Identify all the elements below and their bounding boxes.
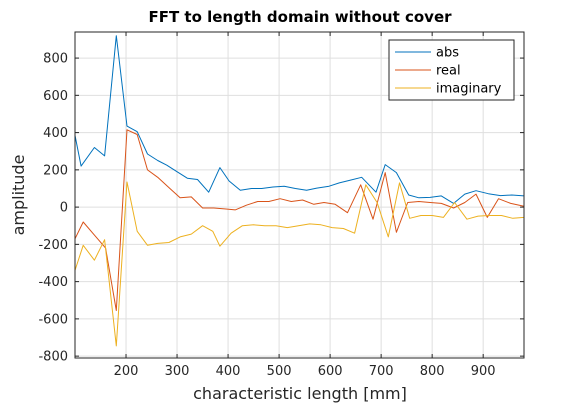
series-line-abs	[74, 35, 525, 204]
y-tick-label: 0	[60, 201, 68, 216]
x-tick-label: 200	[114, 364, 139, 379]
x-tick-label: 900	[471, 364, 496, 379]
legend-label-abs: abs	[436, 46, 459, 61]
plot-area	[74, 35, 525, 347]
legend-label-imaginary: imaginary	[436, 82, 502, 97]
y-tick-label: 800	[43, 52, 68, 67]
legend: abs real imaginary	[388, 39, 515, 101]
y-tick-label: -800	[38, 350, 68, 365]
series-line-real	[74, 129, 525, 311]
axis-ticks: 200 300 400 500 600 700 800 900 -800 -600 -400 -200…	[38, 32, 524, 379]
plot-frame	[74, 31, 525, 359]
y-tick-label: 200	[43, 163, 68, 178]
y-tick-label: -200	[38, 238, 68, 253]
x-tick-label: 700	[369, 364, 394, 379]
y-axis-label: amplitude	[9, 155, 28, 236]
x-axis-label: characteristic length [mm]	[193, 384, 407, 403]
y-tick-label: -600	[38, 312, 68, 327]
x-tick-label: 800	[420, 364, 445, 379]
y-tick-label: -400	[38, 275, 68, 290]
y-tick-label: 600	[43, 89, 68, 104]
x-tick-label: 300	[165, 364, 190, 379]
chart-title: FFT to length domain without cover	[148, 8, 452, 26]
x-tick-label: 600	[318, 364, 343, 379]
x-tick-label: 400	[216, 364, 241, 379]
x-tick-label: 500	[267, 364, 292, 379]
legend-label-real: real	[436, 64, 461, 79]
series-line-imaginary	[74, 181, 525, 347]
y-tick-label: 400	[43, 126, 68, 141]
